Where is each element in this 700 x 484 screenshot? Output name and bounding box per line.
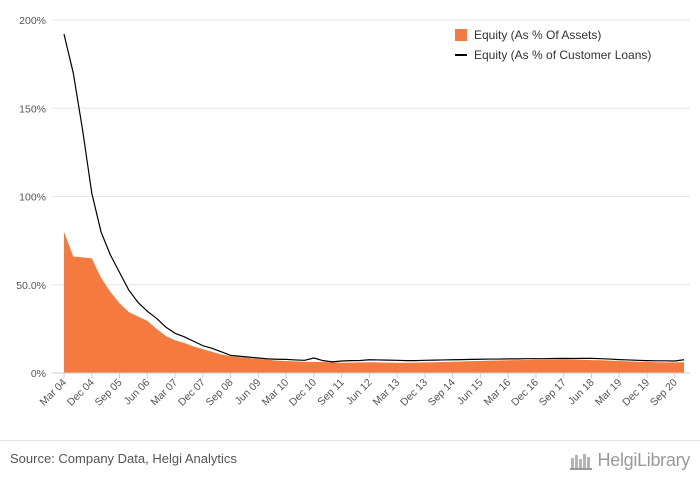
x-tick-label: Sep 17: [537, 377, 569, 409]
legend-swatch-equity-assets: [455, 29, 467, 41]
x-tick-label: Mar 04: [38, 377, 70, 409]
legend: Equity (As % Of Assets) Equity (As % of …: [455, 28, 651, 62]
y-tick-label: 0%: [31, 368, 46, 380]
x-tick-label: Mar 07: [149, 377, 181, 409]
source-text: Source: Company Data, Helgi Analytics: [10, 451, 237, 466]
x-tick-label: Dec 04: [65, 377, 97, 409]
brand-name: HelgiLibrary: [597, 449, 691, 470]
x-tick-label: Dec 19: [620, 377, 652, 409]
y-tick-label: 50.0%: [16, 280, 46, 292]
x-tick-label: Dec 10: [287, 377, 319, 409]
axes: [52, 372, 690, 378]
y-axis-tick-labels: 0% 50.0% 100% 150% 200%: [16, 15, 46, 380]
series-line-equity-loans: [63, 33, 685, 363]
library-logo-icon: [569, 454, 592, 470]
y-tick-label: 100%: [19, 192, 46, 204]
line-series-layer: [63, 33, 685, 363]
x-tick-label: Dec 07: [176, 377, 208, 409]
x-tick-label: Mar 10: [260, 377, 292, 409]
grid-lines: [52, 19, 690, 286]
x-tick-label: Dec 16: [509, 377, 541, 409]
x-tick-label: Mar 13: [371, 377, 403, 409]
x-tick-label: Sep 08: [204, 377, 236, 409]
x-tick-label: Mar 16: [482, 377, 514, 409]
footer: Source: Company Data, Helgi Analytics He…: [0, 440, 700, 484]
series-area-equity-assets: [64, 231, 684, 373]
legend-label-equity-loans: Equity (As % of Customer Loans): [474, 48, 651, 62]
x-tick-label: Mar 19: [593, 377, 625, 409]
x-tick-label: Sep 05: [93, 377, 125, 409]
x-tick-label: Sep 20: [648, 377, 680, 409]
x-tick-label: Jun 18: [566, 377, 597, 408]
x-tick-label: Jun 09: [233, 377, 264, 408]
brand-logo-link[interactable]: HelgiLibrary: [569, 448, 691, 472]
x-tick-label: Jun 15: [455, 377, 486, 408]
legend-label-equity-assets: Equity (As % Of Assets): [474, 28, 601, 42]
y-tick-label: 200%: [19, 15, 46, 27]
x-tick-label: Sep 11: [315, 377, 347, 409]
x-tick-label: Jun 06: [122, 377, 153, 408]
x-tick-label: Jun 12: [344, 377, 375, 408]
x-tick-label: Sep 14: [426, 377, 458, 409]
area-series-layer: [64, 231, 684, 373]
y-tick-label: 150%: [19, 103, 46, 115]
x-tick-label: Dec 13: [398, 377, 430, 409]
chart: 0% 50.0% 100% 150% 200% Mar 04 Dec 04 Sep 05 Ju…: [16, 15, 690, 409]
